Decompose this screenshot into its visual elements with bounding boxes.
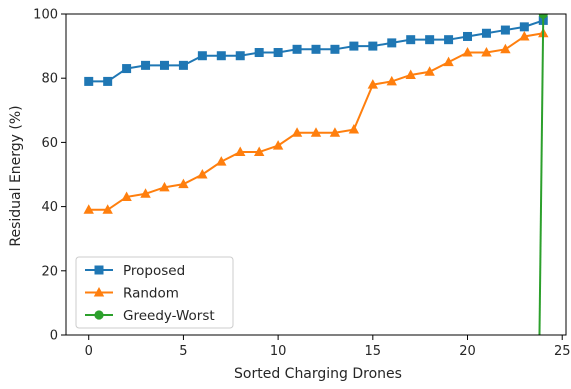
y-tick-label: 100 (33, 8, 58, 23)
data-point-random (197, 169, 208, 179)
x-tick-label: 15 (365, 344, 382, 359)
data-point-proposed (444, 35, 454, 45)
series-random (83, 27, 549, 214)
x-tick-label: 5 (179, 344, 187, 359)
x-tick-label: 0 (85, 344, 93, 359)
data-point-random (235, 146, 246, 157)
legend-label-greedy-worst: Greedy-Worst (123, 308, 215, 324)
axes-frame (65, 13, 567, 336)
series-greedy-worst (538, 14, 548, 335)
y-axis-label: Residual Energy (%) (8, 105, 24, 246)
data-point-proposed (330, 44, 340, 54)
y-tick-label: 80 (41, 72, 58, 87)
data-point-random (159, 181, 170, 192)
data-point-proposed (292, 44, 302, 54)
legend: Proposed Random Greedy-Worst (75, 256, 234, 329)
data-point-random (481, 47, 492, 57)
data-point-random (102, 204, 113, 214)
data-point-proposed (235, 51, 245, 61)
data-point-random (443, 56, 454, 67)
data-point-proposed (197, 51, 207, 61)
data-point-proposed (463, 31, 473, 41)
legend-marker-proposed (94, 265, 104, 275)
data-point-greedy-worst (538, 14, 548, 19)
data-point-random (310, 127, 322, 137)
data-point-proposed (387, 38, 397, 48)
data-point-random (367, 79, 379, 89)
plot-area (83, 14, 549, 335)
data-point-proposed (500, 25, 510, 35)
data-point-proposed (519, 22, 529, 32)
data-point-proposed (84, 76, 94, 86)
data-point-random (348, 124, 360, 134)
data-point-proposed (122, 64, 132, 74)
y-tick-label: 0 (50, 329, 58, 344)
y-tick-label: 60 (41, 136, 58, 151)
data-point-random (178, 178, 189, 189)
x-tick-label: 20 (459, 344, 476, 359)
data-point-proposed (311, 44, 321, 54)
data-point-proposed (254, 48, 264, 58)
data-point-random (500, 43, 511, 54)
series-line-random (88, 32, 544, 211)
axes: 0 5 10 15 20 25 0 20 40 60 80 100 (33, 8, 570, 360)
x-tick-label: 25 (554, 344, 571, 359)
y-tick-label: 40 (41, 200, 58, 215)
data-point-random (291, 127, 303, 137)
data-point-proposed (159, 60, 169, 70)
y-tick-label: 20 (41, 264, 58, 279)
data-point-proposed (103, 76, 113, 86)
data-point-random (424, 66, 435, 76)
data-point-proposed (216, 51, 226, 61)
data-point-random (462, 47, 473, 57)
data-point-random (386, 75, 397, 86)
data-point-proposed (425, 35, 435, 45)
data-point-random (329, 127, 341, 137)
legend-entry-random: Random (85, 286, 179, 302)
legend-entry-proposed: Proposed (85, 263, 185, 279)
legend-label-random: Random (123, 286, 179, 302)
data-point-proposed (273, 48, 283, 58)
data-point-proposed (349, 41, 359, 51)
data-point-random (83, 204, 94, 214)
data-point-proposed (368, 41, 378, 51)
x-axis-label: Sorted Charging Drones (234, 366, 402, 382)
data-point-random (216, 156, 227, 166)
legend-entry-greedy-worst: Greedy-Worst (85, 308, 215, 324)
data-point-random (272, 140, 284, 150)
data-point-random (121, 191, 132, 201)
data-point-proposed (481, 28, 491, 38)
legend-marker-greedy-worst (94, 310, 104, 320)
legend-marker-random (93, 287, 105, 297)
data-point-random (140, 188, 151, 198)
series-line-greedy-worst (538, 14, 545, 335)
legend-label-proposed: Proposed (123, 263, 185, 279)
data-point-random (519, 30, 530, 41)
data-point-random (253, 146, 265, 157)
x-tick-label: 10 (270, 344, 287, 359)
data-point-proposed (178, 60, 188, 70)
data-point-proposed (406, 35, 416, 45)
data-point-proposed (141, 60, 151, 70)
legend-box (75, 256, 234, 329)
data-point-random (405, 69, 416, 79)
series-proposed (84, 15, 548, 86)
